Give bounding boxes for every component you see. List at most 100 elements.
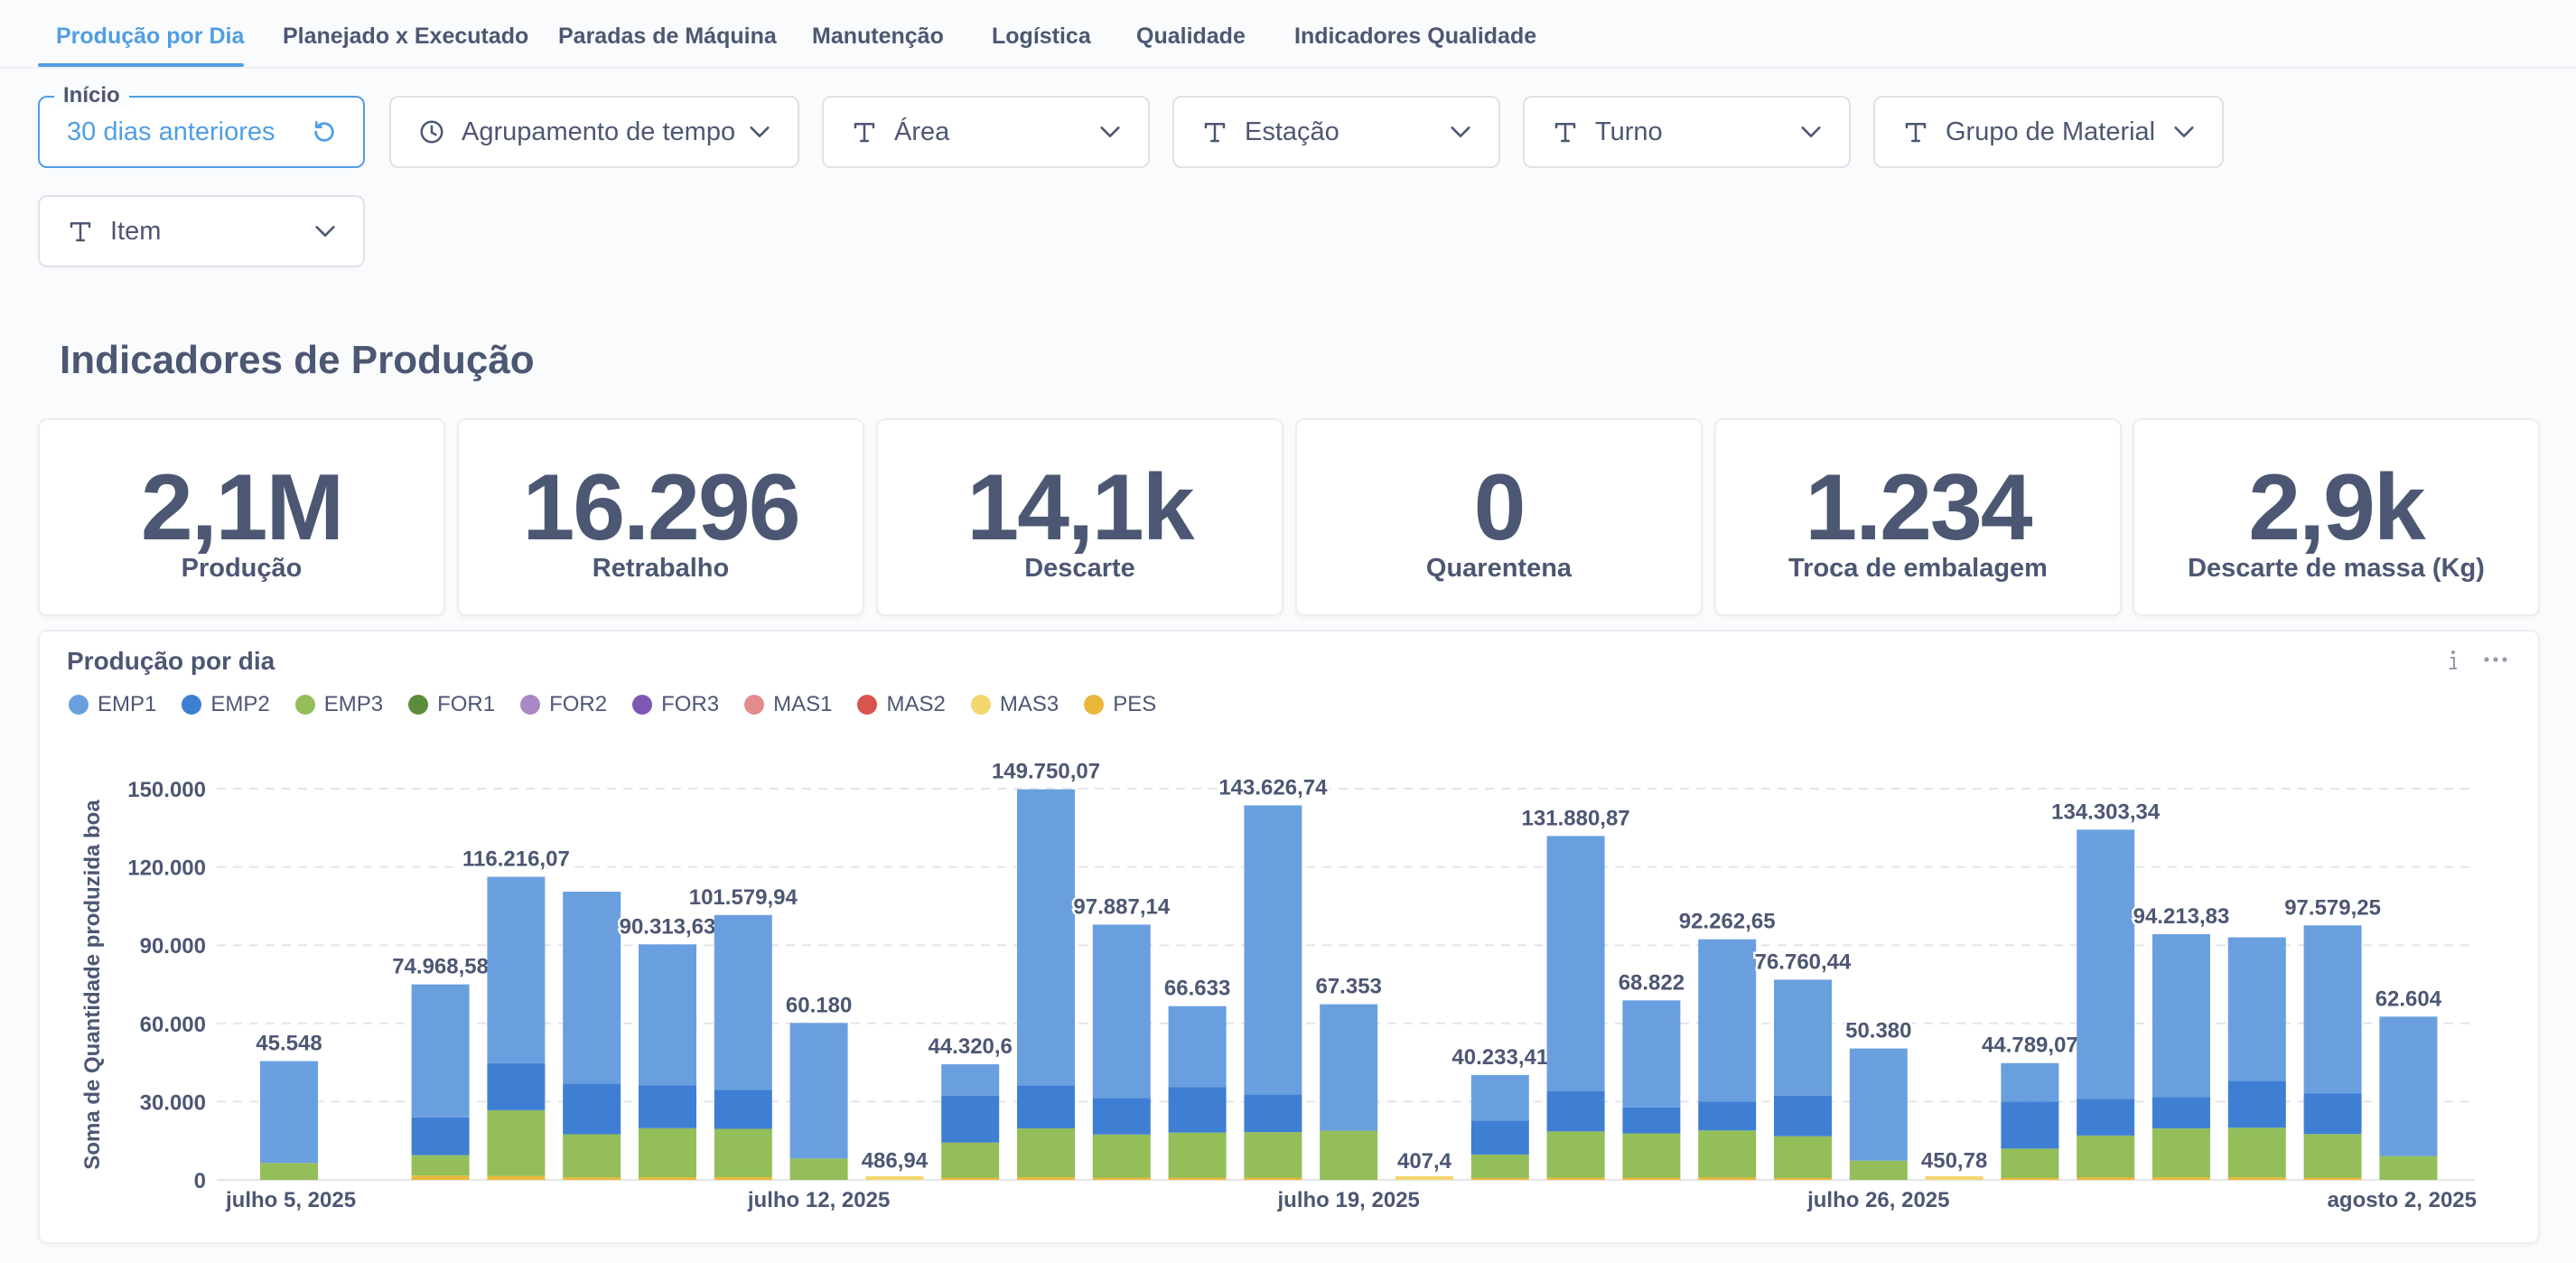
legend-item-emp2[interactable]: EMP2: [182, 692, 270, 717]
dashboard-tabs: Produção por Dia Planejado x Executado P…: [0, 0, 2576, 69]
filter-item[interactable]: Item: [38, 195, 365, 267]
bar-segment-mas3: [1925, 1176, 1983, 1180]
bar-segment-emp1: [714, 914, 772, 1090]
legend-swatch: [294, 695, 315, 715]
bar-segment-emp1: [1470, 1074, 1529, 1121]
bar-segment-emp1: [1849, 1048, 1908, 1161]
legend-item-mas3[interactable]: MAS3: [970, 692, 1059, 717]
bar-segment-emp1: [789, 1023, 848, 1159]
tab-qualidade[interactable]: Qualidade: [1136, 23, 1246, 49]
bar-segment-emp1: [2077, 829, 2135, 1099]
bar-segment-emp2: [2227, 1081, 2286, 1128]
bar-segment-emp1: [1698, 939, 1757, 1102]
kpi-card-producao[interactable]: 2,1M Produção: [38, 418, 445, 616]
bar-total-label: 131.880,87: [1522, 806, 1630, 830]
bar-segment-emp3: [563, 1134, 621, 1178]
legend-item-mas1[interactable]: MAS1: [744, 692, 832, 717]
bar-segment-pes: [2227, 1176, 2286, 1180]
filter-grupo-de-material[interactable]: Grupo de Material: [1873, 96, 2224, 168]
bar-total-label: 68.822: [1619, 970, 1685, 995]
chevron-down-icon: [1100, 126, 1120, 137]
tab-planejado-x-executado[interactable]: Planejado x Executado: [283, 23, 529, 49]
tab-paradas-de-maquina[interactable]: Paradas de Máquina: [558, 23, 777, 49]
legend-swatch: [857, 695, 878, 715]
bar-segment-pes: [1244, 1176, 1302, 1180]
legend-label: FOR3: [661, 692, 720, 716]
bar-segment-emp1: [1168, 1006, 1227, 1088]
bar-total-label: 90.313,63: [620, 914, 716, 939]
bar-segment-emp1: [2227, 937, 2286, 1081]
bar-total-label: 134.303,34: [2051, 800, 2161, 824]
y-axis-label: Soma de Quantidade produzida boa: [80, 800, 105, 1170]
info-icon[interactable]: [2442, 647, 2464, 674]
bar-segment-emp3: [1470, 1154, 1529, 1178]
kpi-card-quarentena[interactable]: 0 Quarentena: [1295, 418, 1703, 616]
legend-item-for2[interactable]: FOR2: [520, 692, 607, 717]
filter-turno[interactable]: Turno: [1523, 96, 1851, 168]
kpi-card-retrabalho[interactable]: 16.296 Retrabalho: [457, 418, 864, 616]
y-tick-label: 0: [194, 1169, 206, 1193]
kpi-value: 0: [1473, 455, 1526, 560]
bar-segment-emp3: [2077, 1135, 2135, 1178]
bar-segment-emp3: [411, 1155, 470, 1176]
bar-segment-emp3: [2152, 1128, 2210, 1178]
legend-label: EMP2: [210, 692, 270, 716]
tab-logistica[interactable]: Logística: [992, 23, 1091, 49]
legend-item-mas2[interactable]: MAS2: [857, 692, 946, 717]
tab-manutencao[interactable]: Manutenção: [812, 23, 944, 49]
bar-segment-emp2: [1017, 1085, 1075, 1128]
kpi-card-descarte[interactable]: 14,1k Descarte: [876, 418, 1283, 616]
kpi-value: 2,9k: [2248, 455, 2425, 560]
bar-segment-emp1: [2001, 1062, 2059, 1102]
bar-segment-emp2: [2077, 1099, 2135, 1136]
reset-icon[interactable]: [311, 118, 338, 145]
bar-segment-emp2: [1698, 1101, 1757, 1131]
kpi-card-descarte-de-massa[interactable]: 2,9k Descarte de massa (Kg): [2133, 418, 2540, 616]
bar-segment-emp3: [2303, 1134, 2362, 1178]
y-tick-label: 120.000: [127, 856, 206, 881]
legend-label: EMP3: [323, 692, 384, 716]
bar-segment-pes: [714, 1176, 772, 1180]
x-tick-label: julho 26, 2025: [1806, 1188, 1949, 1212]
bar-segment-mas3: [865, 1176, 924, 1180]
more-icon[interactable]: [2482, 652, 2509, 667]
bar-segment-emp3: [2227, 1127, 2286, 1178]
bar-segment-emp2: [2303, 1093, 2362, 1135]
bar-segment-pes: [2303, 1176, 2362, 1180]
bar-segment-emp1: [563, 892, 621, 1084]
y-tick-label: 150.000: [127, 778, 206, 802]
bar-segment-emp2: [1168, 1087, 1227, 1133]
bar-segment-pes: [1622, 1176, 1681, 1180]
bar-segment-emp3: [1622, 1133, 1681, 1178]
tab-producao-por-dia[interactable]: Produção por Dia: [56, 23, 245, 49]
bar-total-label: 40.233,41: [1451, 1045, 1548, 1070]
bar-total-label: 407,4: [1397, 1149, 1452, 1174]
chevron-down-icon: [315, 226, 335, 237]
legend-item-for1[interactable]: FOR1: [408, 692, 495, 717]
filter-estacao[interactable]: Estação: [1172, 96, 1500, 168]
tab-indicadores-qualidade[interactable]: Indicadores Qualidade: [1294, 23, 1537, 49]
filter-area[interactable]: Área: [822, 96, 1150, 168]
bar-segment-emp1: [1546, 836, 1605, 1091]
legend-item-emp1[interactable]: EMP1: [69, 692, 156, 717]
legend-item-pes[interactable]: PES: [1084, 692, 1156, 717]
legend-item-for3[interactable]: FOR3: [632, 692, 719, 717]
y-tick-label: 30.000: [140, 1090, 206, 1115]
bar-segment-emp3: [1244, 1132, 1302, 1178]
legend-label: FOR2: [549, 692, 608, 716]
bar-segment-emp3: [260, 1163, 318, 1180]
bar-segment-pes: [2077, 1176, 2135, 1180]
bar-segment-emp3: [1168, 1132, 1227, 1178]
kpi-card-troca-de-embalagem[interactable]: 1.234 Troca de embalagem: [1714, 418, 2122, 616]
x-tick-label: julho 5, 2025: [225, 1188, 356, 1212]
bar-total-label: 97.887,14: [1073, 894, 1170, 919]
filter-agrupamento-de-tempo[interactable]: Agrupamento de tempo: [389, 96, 799, 168]
bar-total-label: 60.180: [786, 993, 852, 1017]
filter-estacao-label: Estação: [1245, 117, 1339, 146]
filter-grupo-material-label: Grupo de Material: [1946, 117, 2156, 146]
bar-segment-emp2: [411, 1117, 470, 1155]
legend-item-emp3[interactable]: EMP3: [294, 692, 384, 717]
bar-segment-emp1: [1320, 1004, 1378, 1131]
bar-segment-emp1: [2152, 934, 2210, 1098]
